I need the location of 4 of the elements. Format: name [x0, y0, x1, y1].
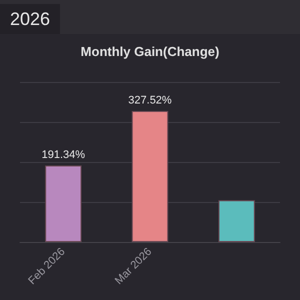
data-label: 191.34%: [42, 148, 86, 161]
text: 2026: [0, 4, 60, 34]
chart-title: Monthly Gain(Change): [80, 44, 220, 59]
data-label: 327.52%: [128, 94, 172, 106]
